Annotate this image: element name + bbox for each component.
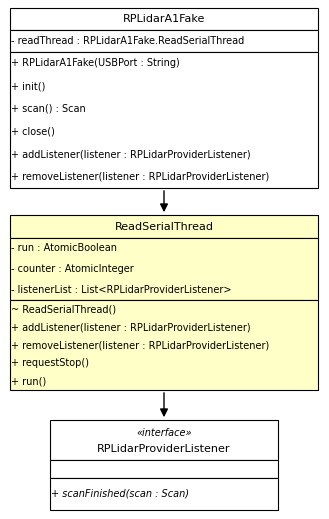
Text: - readThread : RPLidarA1Fake.ReadSerialThread: - readThread : RPLidarA1Fake.ReadSerialT… [11,36,244,46]
Text: + close(): + close() [11,126,55,136]
Bar [50,460,278,478]
Bar [10,238,318,300]
Text: - counter : AtomicInteger: - counter : AtomicInteger [11,264,134,274]
Bar [10,215,318,238]
Text: + run(): + run() [11,376,46,386]
Bar [10,52,318,188]
Text: + RPLidarA1Fake(USBPort : String): + RPLidarA1Fake(USBPort : String) [11,58,180,69]
Text: ~ ReadSerialThread(): ~ ReadSerialThread() [11,304,116,314]
Text: ReadSerialThread: ReadSerialThread [114,222,214,231]
Bar [50,478,278,510]
Bar [10,300,318,390]
Text: + removeListener(listener : RPLidarProviderListener): + removeListener(listener : RPLidarProvi… [11,172,269,182]
Bar [10,8,318,30]
Text: + addListener(listener : RPLidarProviderListener): + addListener(listener : RPLidarProvider… [11,322,251,332]
Bar [50,420,278,460]
Text: RPLidarProviderListener: RPLidarProviderListener [97,444,231,454]
Bar [10,30,318,52]
Text: + addListener(listener : RPLidarProviderListener): + addListener(listener : RPLidarProvider… [11,149,251,159]
Text: + scan() : Scan: + scan() : Scan [11,104,86,114]
Text: + removeListener(listener : RPLidarProviderListener): + removeListener(listener : RPLidarProvi… [11,340,269,350]
Text: - run : AtomicBoolean: - run : AtomicBoolean [11,243,117,253]
Text: + init(): + init() [11,81,46,91]
Text: «interface»: «interface» [136,428,192,438]
Text: + requestStop(): + requestStop() [11,358,89,368]
Text: RPLidarA1Fake: RPLidarA1Fake [123,14,205,24]
Text: + scanFinished(scan : Scan): + scanFinished(scan : Scan) [51,489,189,499]
Text: - listenerList : List<RPLidarProviderListener>: - listenerList : List<RPLidarProviderLis… [11,284,232,295]
